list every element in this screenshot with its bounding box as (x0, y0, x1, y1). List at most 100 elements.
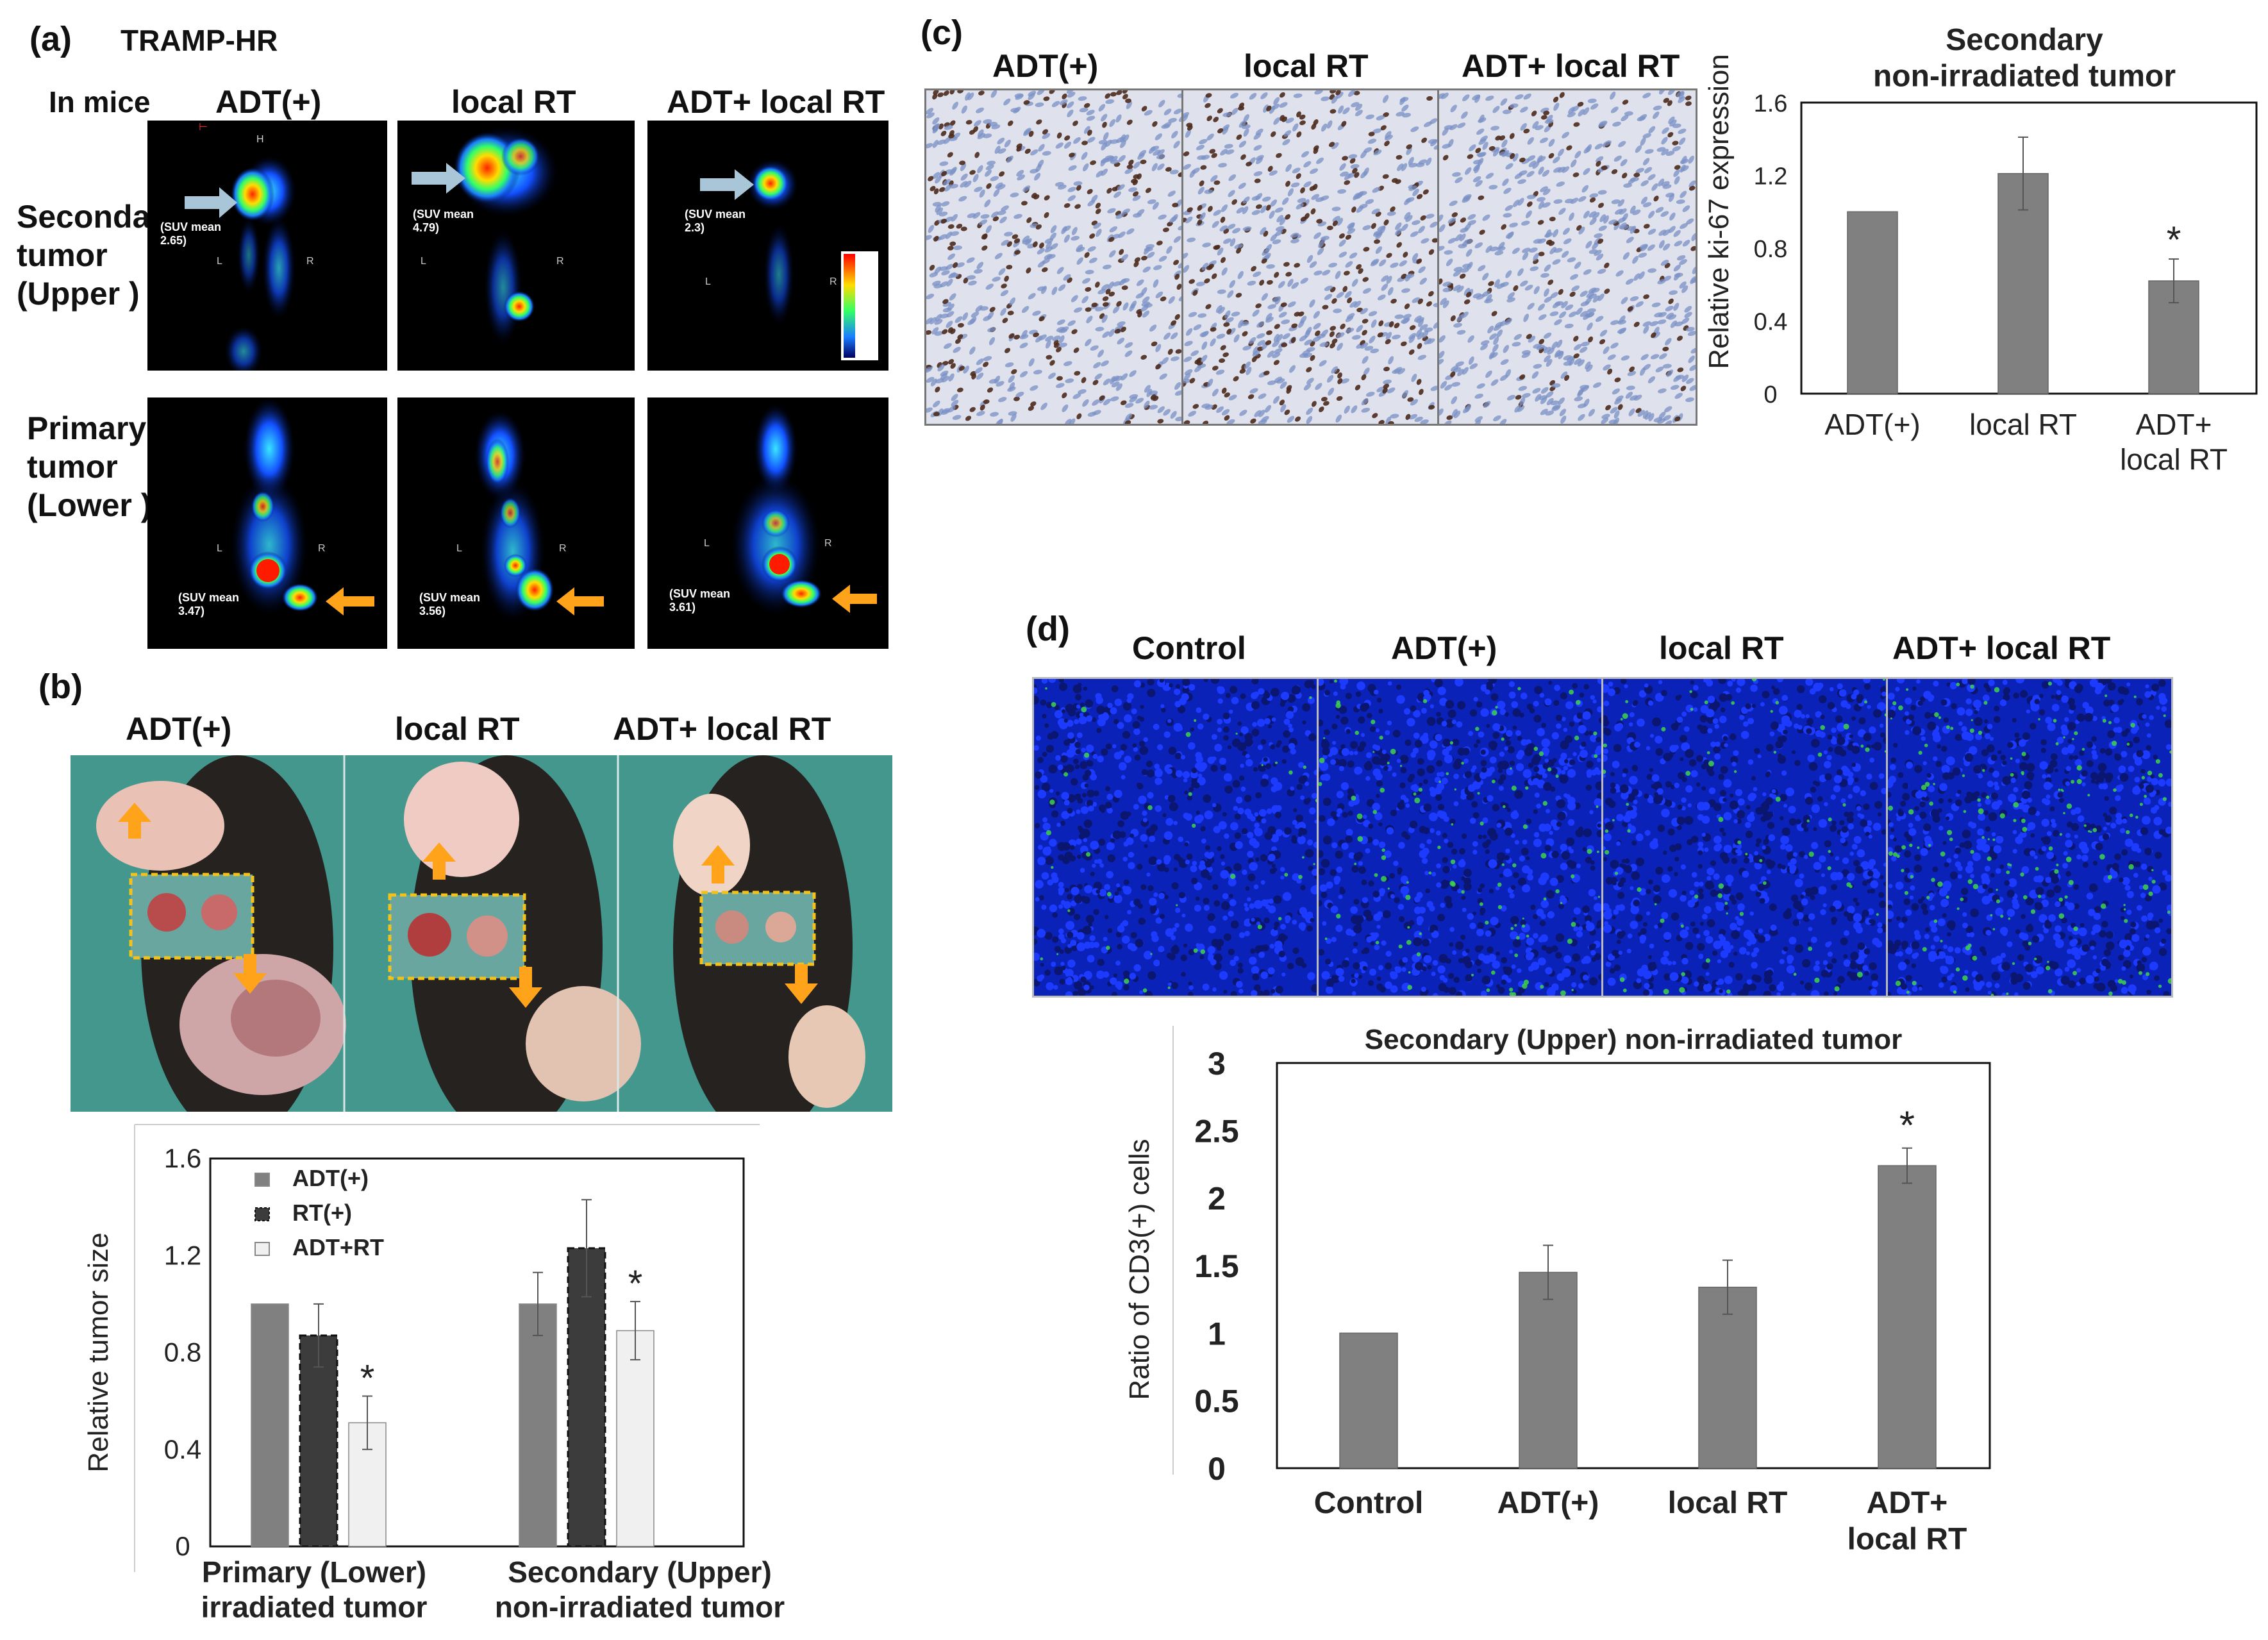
svg-text:R: R (824, 538, 832, 549)
chart-b-significance: * (628, 1263, 643, 1305)
chart-d-bar (1878, 1165, 1937, 1469)
chart-d-ylabel: Ratio of CD3(+) cells (1124, 1139, 1155, 1400)
suv-lower-localrt: (SUV mean 3.56) (419, 591, 481, 617)
pet-image-upper-adt: ⊢ H L R (SUV mean 2.65) (147, 121, 387, 371)
chart-c-ytick: 0.4 (1754, 309, 1788, 336)
panel-a-model-label: TRAMP-HR (121, 24, 278, 57)
chart-d-ytick: 3 (1208, 1046, 1226, 1082)
suv-upper-adt: (SUV mean 2.65) (160, 221, 222, 247)
panel-c-col-combo: ADT+ local RT (1462, 48, 1680, 84)
chart-d-category-label: Control (1314, 1486, 1424, 1520)
chart-c-ytick: 0 (1764, 381, 1777, 408)
chart-b-ytick: 1.6 (164, 1143, 201, 1173)
chart-d-ytick: 1.5 (1194, 1248, 1239, 1284)
pet-image-upper-localrt: L R (SUV mean 4.79) (397, 121, 635, 371)
chart-d-bar (1519, 1271, 1578, 1469)
chart-c-significance: * (2167, 219, 2181, 261)
panel-a-col-localrt: local RT (451, 84, 576, 120)
panel-d-col-combo: ADT+ local RT (1892, 630, 2111, 666)
panel-d-tag: (d) (1026, 610, 1070, 648)
arrow-blue-icon (185, 187, 237, 218)
svg-text:R: R (559, 543, 567, 554)
suv-upper-combo: (SUV mean 2.3) (685, 208, 746, 234)
panel-b-col-adt: ADT(+) (126, 711, 232, 747)
chart-c-category-label: ADT+ local RT (2120, 408, 2228, 476)
arrow-blue-icon (700, 169, 754, 200)
svg-text:⊢: ⊢ (199, 122, 208, 133)
chart-d-bar (1698, 1286, 1757, 1469)
panel-d-col-control: Control (1132, 630, 1246, 666)
arrow-orange-icon (832, 585, 877, 613)
ki67-ihc-adt (924, 88, 1185, 426)
chart-d-ytick: 1 (1208, 1316, 1226, 1351)
chart-d-ytick: 2.5 (1194, 1113, 1239, 1149)
svg-text:R: R (556, 256, 564, 267)
chart-c-category-label: local RT (1969, 408, 2077, 441)
svg-text:L: L (217, 543, 222, 554)
chart-b-legend-swatch (254, 1173, 270, 1187)
cd3-if-localrt (1601, 677, 1889, 998)
panel-a-tag: (a) (29, 20, 72, 58)
chart-d-ytick: 0.5 (1194, 1384, 1239, 1419)
chart-c-ki67-expression: Secondary non-irradiated tumor 0 0.4 0.8 1.2 1… (1703, 23, 2258, 476)
chart-d-cd3-ratio: Secondary (Upper) non-irradiated tumor 0 0… (1124, 1024, 1991, 1557)
chart-b-legend-swatch (254, 1207, 270, 1221)
pet-image-lower-adt: L R (SUV mean 3.47) (147, 397, 387, 649)
panel-a-row-header: In mice (49, 85, 151, 119)
chart-b-ytick: 0.8 (164, 1337, 201, 1368)
chart-b-ytick: 0.4 (164, 1434, 201, 1464)
chart-d-category-label: ADT+ local RT (1847, 1486, 1967, 1557)
chart-c-ytick: 1.6 (1754, 90, 1788, 117)
panel-d-col-localrt: local RT (1659, 630, 1784, 666)
panel-b-col-localrt: local RT (395, 711, 520, 747)
chart-c-bar (1847, 211, 1898, 394)
panel-a-row-lower: Primary tumor (Lower ) (27, 410, 152, 523)
arrow-orange-icon (556, 587, 604, 615)
chart-b-legend-swatch (254, 1242, 270, 1256)
chart-b-bar (251, 1303, 289, 1547)
chart-b-bar (299, 1334, 338, 1548)
panel-c-tag: (c) (921, 13, 963, 52)
ki67-ihc-localrt (1181, 88, 1440, 426)
chart-b-category-label: Secondary (Upper) non-irradiated tumor (495, 1555, 785, 1623)
svg-text:L: L (421, 256, 426, 267)
panel-a-row-upper: Seconda tumor (Upper ) (17, 199, 149, 312)
suv-lower-combo: (SUV mean 3.61) (669, 587, 731, 614)
suv-lower-adt: (SUV mean 3.47) (178, 591, 240, 617)
chart-b-ytick: 1.2 (164, 1240, 201, 1270)
chart-d-plot-frame (1276, 1062, 1991, 1469)
pet-colorbar (844, 254, 855, 358)
chart-d-ytick: 2 (1208, 1181, 1226, 1217)
chart-b-bar (519, 1303, 557, 1547)
panel-a-col-adt: ADT(+) (215, 84, 322, 120)
panel-b-tag: (b) (38, 667, 83, 706)
chart-c-category-label: ADT(+) (1824, 408, 1921, 441)
cd3-if-combo (1886, 677, 2173, 998)
chart-c-ytick: 1.2 (1754, 163, 1788, 190)
pet-image-lower-combo: L R (SUV mean 3.61) (647, 397, 888, 649)
panel-d-col-adt: ADT(+) (1391, 630, 1497, 666)
chart-d-category-label: local RT (1668, 1486, 1788, 1520)
panel-b-col-combo: ADT+ local RT (613, 711, 831, 747)
panel-c-col-adt: ADT(+) (992, 48, 1099, 84)
cd3-if-adt (1317, 677, 1604, 998)
ki67-ihc-combo (1437, 88, 1697, 426)
chart-b-legend-label: ADT(+) (292, 1165, 369, 1191)
svg-text:L: L (456, 543, 462, 554)
chart-c-title: Secondary non-irradiated tumor (1873, 23, 2176, 94)
svg-text:L: L (705, 276, 711, 287)
panel-a-col-combo: ADT+ local RT (667, 84, 885, 120)
mouse-photo-strip (71, 755, 892, 1112)
chart-b-category-label: Primary (Lower) irradiated tumor (201, 1555, 428, 1623)
chart-b-ytick: 0 (175, 1531, 190, 1561)
arrow-blue-icon (412, 163, 465, 194)
svg-text:R: R (306, 256, 314, 267)
chart-b-legend-label: ADT+RT (292, 1234, 384, 1260)
svg-text:R: R (318, 543, 326, 554)
svg-text:H: H (256, 134, 264, 145)
suv-upper-localrt: (SUV mean 4.79) (413, 208, 474, 234)
pet-image-upper-combo: L R (SUV mean 2.3) (647, 121, 888, 371)
chart-b-ylabel: Relative tumor size (83, 1232, 114, 1472)
svg-text:L: L (704, 538, 710, 549)
svg-text:L: L (217, 256, 222, 267)
